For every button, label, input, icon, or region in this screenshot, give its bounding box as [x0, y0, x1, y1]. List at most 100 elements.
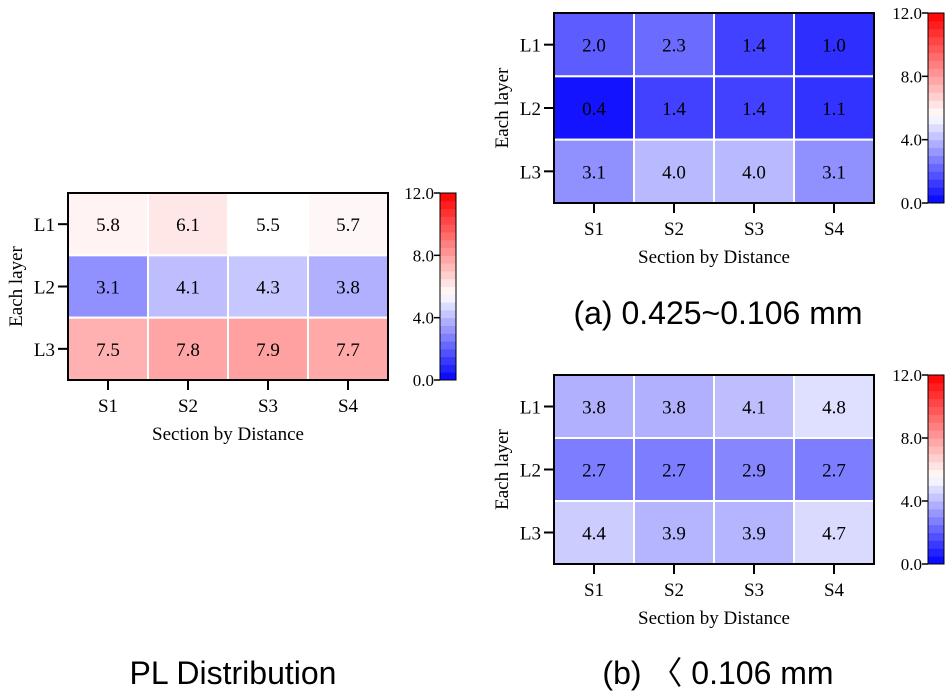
heatmap-cell — [633, 75, 715, 141]
colorbar-segment — [440, 317, 456, 326]
colorbar-segment — [928, 375, 944, 384]
colorbar-segment — [440, 309, 456, 319]
x-tick-label: S1 — [98, 396, 118, 417]
colorbar-tick-label: 12.0 — [892, 366, 922, 385]
cell-value-label: 4.1 — [742, 398, 766, 419]
cell-value-label: 3.1 — [822, 162, 846, 183]
colorbar-segment — [928, 390, 944, 400]
colorbar-segment — [928, 398, 944, 407]
colorbar-segment — [928, 508, 944, 518]
colorbar-segment — [928, 438, 944, 447]
colorbar-segment — [440, 341, 456, 350]
heatmap-cell — [307, 254, 389, 319]
y-tick-label: L1 — [520, 398, 541, 419]
caption-b: (b) 〈 0.106 mm — [602, 655, 833, 691]
colorbar-segment — [928, 540, 944, 549]
y-tick-label: L2 — [520, 99, 541, 120]
colorbar-segment — [928, 501, 944, 510]
colorbar-segment — [928, 187, 944, 196]
x-tick-label: S1 — [584, 219, 604, 240]
colorbar-segment — [928, 139, 944, 149]
cell-value-label: 1.1 — [822, 99, 846, 120]
cell-value-label: 4.0 — [742, 162, 766, 183]
colorbar-segment — [440, 356, 456, 365]
cell-value-label: 4.0 — [662, 162, 686, 183]
heatmap-cell — [633, 12, 715, 78]
x-tick-label: S1 — [584, 580, 604, 601]
colorbar-segment — [928, 516, 944, 526]
colorbar-tick-label: 0.0 — [901, 555, 922, 574]
colorbar-tick-label: 0.0 — [901, 194, 922, 213]
colorbar-segment — [440, 263, 456, 272]
heatmap-a-0425-0106mm: 2.0 2.3 1.4 1.0 0.4 1.4 1.4 1.1 3.1 4.0 4.0 3.1 L1 L2… — [492, 4, 945, 268]
colorbar-border — [439, 192, 457, 381]
colorbar-segment — [440, 286, 456, 295]
colorbar-segment — [928, 461, 944, 470]
x-axis-title: Section by Distance — [638, 608, 790, 629]
colorbar-segment — [928, 524, 944, 533]
colorbar-tick-label: 8.0 — [901, 67, 922, 86]
y-axis-title: Each layer — [6, 245, 27, 326]
colorbar-segment — [928, 115, 944, 125]
cell-value-label: 4.8 — [822, 398, 846, 419]
y-tick-label: L1 — [520, 36, 541, 57]
cell-value-label: 4.7 — [822, 524, 846, 545]
cell-value-label: 3.9 — [662, 524, 686, 545]
x-tick-label: S2 — [664, 219, 684, 240]
colorbar-segment — [440, 255, 456, 264]
colorbar-segment — [440, 208, 456, 217]
x-tick-label: S4 — [338, 396, 359, 417]
colorbar-segment — [440, 372, 456, 381]
colorbar-segment — [440, 231, 456, 241]
colorbar-segment — [928, 68, 944, 77]
colorbar-segment — [440, 302, 456, 311]
cell-value-label: 4.1 — [176, 278, 200, 299]
y-axis-title: Each layer — [492, 428, 513, 509]
colorbar-segment — [928, 171, 944, 180]
x-tick-label: S3 — [744, 219, 764, 240]
heatmap-cell — [147, 192, 229, 257]
cell-value-label: 2.7 — [582, 461, 606, 482]
cell-value-label: 5.5 — [256, 215, 280, 236]
colorbar-segment — [440, 348, 456, 358]
cell-value-label: 2.9 — [742, 461, 766, 482]
cell-value-label: 3.1 — [582, 162, 606, 183]
cell-value-label: 6.1 — [176, 215, 200, 236]
colorbar-segment — [440, 239, 456, 249]
colorbar-segment — [928, 36, 944, 46]
y-tick-label: L3 — [520, 524, 541, 545]
cell-value-label: 4.4 — [582, 524, 606, 545]
y-tick-label: L1 — [34, 215, 55, 236]
cell-value-label: 1.4 — [742, 99, 766, 120]
colorbar-segment — [928, 100, 944, 109]
colorbar-tick-label: 4.0 — [413, 309, 434, 328]
y-tick-label: L3 — [34, 340, 55, 361]
colorbar-segment — [440, 224, 456, 233]
cell-value-label: 5.7 — [336, 215, 360, 236]
cell-value-label: 1.0 — [822, 36, 846, 57]
heatmap-cell — [553, 75, 635, 141]
colorbar-segment — [928, 493, 944, 502]
colorbar-tick-label: 8.0 — [413, 246, 434, 265]
cell-value-label: 4.3 — [256, 278, 280, 299]
colorbar-segment — [928, 414, 944, 423]
cell-value-label: 2.7 — [822, 461, 846, 482]
colorbar-segment — [440, 325, 456, 334]
colorbar-segment — [928, 84, 944, 93]
colorbar-tick-label: 12.0 — [892, 4, 922, 23]
heatmap-cell — [713, 75, 795, 141]
colorbar-segment — [928, 108, 944, 117]
cell-value-label: 3.9 — [742, 524, 766, 545]
heatmap-cell — [147, 254, 229, 319]
colorbar-segment — [440, 200, 456, 210]
y-tick-label: L3 — [520, 162, 541, 183]
y-tick-label: L2 — [34, 278, 55, 299]
colorbar-segment — [928, 179, 944, 188]
cell-value-label: 1.4 — [742, 36, 766, 57]
cell-value-label: 3.8 — [582, 398, 606, 419]
heatmap-cell — [633, 500, 715, 565]
colorbar-segment — [928, 92, 944, 101]
cell-value-label: 3.8 — [336, 278, 360, 299]
heatmap-pl-distribution: 5.8 6.1 5.5 5.7 3.1 4.1 4.3 3.8 7.5 7.8 7.9 7.7 L1 L2… — [6, 184, 457, 445]
heatmap-cell — [713, 138, 795, 205]
